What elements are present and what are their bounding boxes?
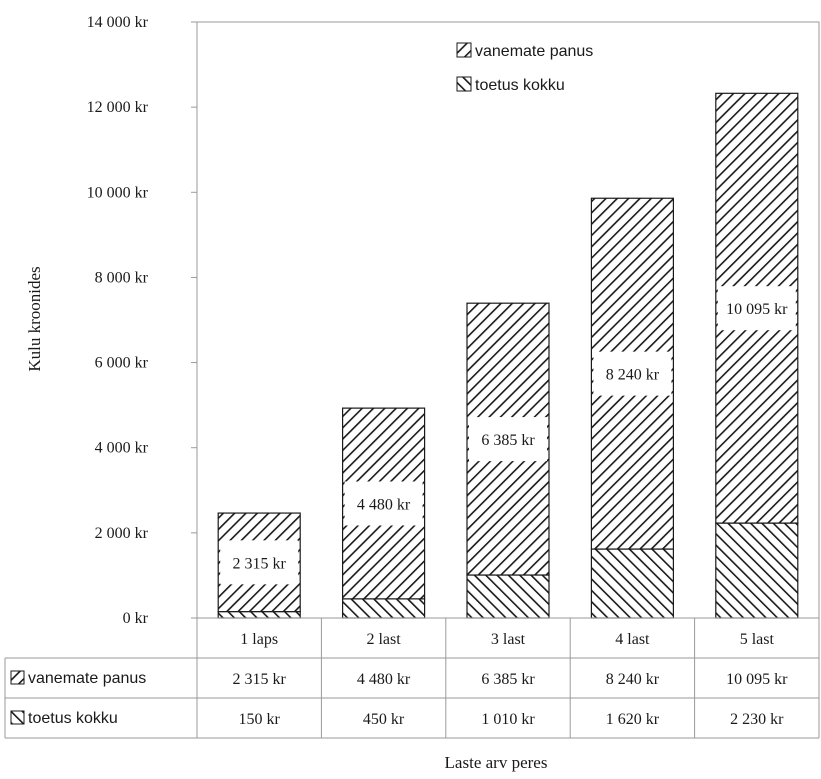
bar-label-box xyxy=(220,540,299,585)
bar-value-label: 8 240 kr xyxy=(606,367,660,384)
y-tick-label: 4 000 kr xyxy=(95,440,149,457)
bar-label-box xyxy=(469,417,547,462)
bar-label-box xyxy=(717,286,796,331)
bar-segment-toetus-kokku xyxy=(342,598,426,619)
table-cell: 4 480 kr xyxy=(357,671,411,688)
bar-labels-group: 2 315 kr 4 480 kr 6 385 kr 8 240 kr 10 095 k… xyxy=(220,286,796,585)
table-cell: 2 230 kr xyxy=(730,711,784,728)
bar-value-label: 2 315 kr xyxy=(233,555,287,572)
legend-box xyxy=(447,32,640,102)
table-series-swatch xyxy=(10,670,25,685)
table-series-label: vanemate panus xyxy=(28,670,146,687)
bar-value-label: 6 385 kr xyxy=(481,432,535,449)
table-cell: 10 095 kr xyxy=(726,671,788,688)
data-table: 1 laps 2 last 3 last 4 last 5 last vanemate p… xyxy=(4,617,820,739)
x-tick-label: 4 last xyxy=(615,631,650,648)
table-cell: 2 315 kr xyxy=(233,671,287,688)
bar-segment-toetus-kokku xyxy=(590,548,675,619)
x-tick-label: 5 last xyxy=(740,631,775,648)
bar-value-label: 10 095 kr xyxy=(726,301,788,318)
y-tick-label: 8 000 kr xyxy=(95,269,149,286)
legend-entry: toetus kokku xyxy=(475,77,565,94)
y-axis: 0 kr 2 000 kr 4 000 kr 6 000 kr 8 000 kr 10 0… xyxy=(87,14,197,627)
bars-group xyxy=(217,92,799,619)
legend: vanemate panus toetus kokku xyxy=(447,32,640,102)
y-axis-title: Kulu kroonides xyxy=(25,266,44,371)
y-tick-label: 0 kr xyxy=(123,610,149,627)
bar-segment-toetus-kokku xyxy=(466,574,550,619)
table-cell: 6 385 kr xyxy=(481,671,535,688)
x-tick-label: 3 last xyxy=(491,631,526,648)
bar-label-box xyxy=(344,481,423,526)
x-tick-label: 2 last xyxy=(366,631,401,648)
table-series-label: toetus kokku xyxy=(28,710,118,727)
table-cell: 450 kr xyxy=(363,711,405,728)
legend-swatch xyxy=(456,76,472,92)
y-tick-label: 2 000 kr xyxy=(95,525,149,542)
x-axis-title: Laste arv peres xyxy=(445,753,548,772)
bar-segment-toetus-kokku xyxy=(217,611,301,619)
x-tick-label: 1 laps xyxy=(240,631,278,648)
bar-segment-toetus-kokku xyxy=(715,522,799,619)
legend-entry: vanemate panus xyxy=(475,43,593,60)
bar-label-box xyxy=(593,351,672,396)
y-tick-label: 6 000 kr xyxy=(95,355,149,372)
table-series-swatch xyxy=(10,710,25,725)
bar-value-label: 4 480 kr xyxy=(357,496,411,513)
table-cell: 1 010 kr xyxy=(481,711,535,728)
y-tick-label: 12 000 kr xyxy=(87,99,149,116)
table-cell: 8 240 kr xyxy=(606,671,660,688)
legend-swatch xyxy=(456,42,472,58)
table-cell: 1 620 kr xyxy=(606,711,660,728)
table-cell: 150 kr xyxy=(239,711,281,728)
y-tick-label: 14 000 kr xyxy=(87,14,149,31)
y-tick-label: 10 000 kr xyxy=(87,184,149,201)
